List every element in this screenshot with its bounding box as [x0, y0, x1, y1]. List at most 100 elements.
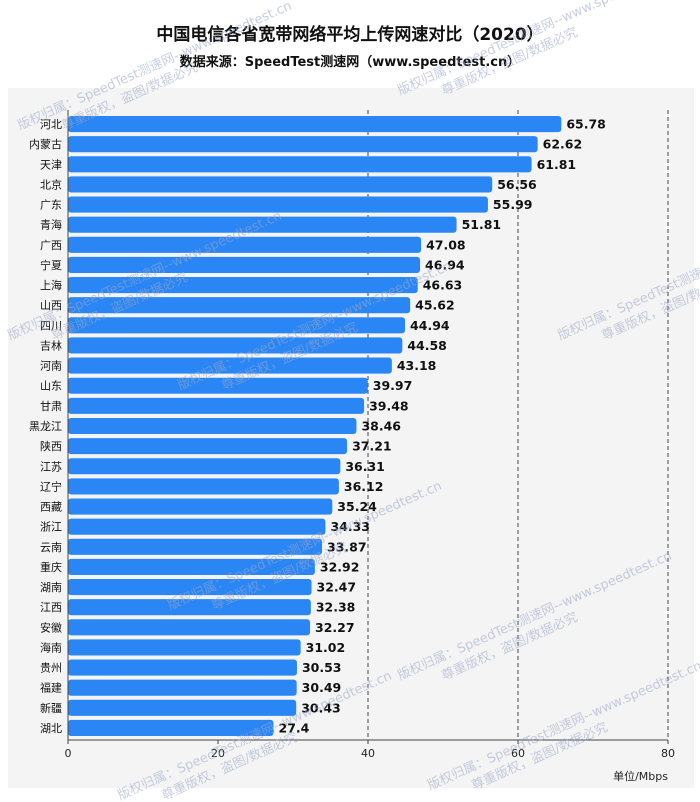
- x-tick-label: 60: [511, 747, 525, 760]
- category-label: 河北: [40, 118, 62, 131]
- category-label: 西藏: [40, 501, 62, 514]
- bar: [68, 357, 392, 374]
- bars: 河北 65.78 内蒙古 62.62 天津 61.81 北京 56.56 广东 55.99 青海 51…: [29, 116, 606, 736]
- value-label: 38.46: [361, 419, 401, 434]
- bar: [68, 518, 326, 535]
- category-label: 河南: [40, 360, 62, 373]
- category-label: 重庆: [40, 560, 62, 574]
- bar: [68, 438, 348, 455]
- bar: [68, 679, 297, 696]
- category-label: 云南: [40, 541, 62, 554]
- category-label: 青海: [40, 218, 62, 232]
- value-label: 51.81: [462, 217, 502, 232]
- bar: [68, 619, 311, 636]
- value-label: 55.99: [493, 197, 533, 212]
- value-label: 32.27: [315, 620, 355, 635]
- value-label: 62.62: [543, 137, 583, 152]
- category-label: 甘肃: [40, 400, 62, 413]
- value-label: 32.92: [320, 559, 360, 574]
- bar: [68, 659, 297, 676]
- value-label: 31.02: [306, 640, 346, 655]
- value-label: 33.87: [327, 539, 367, 554]
- value-label: 65.78: [566, 117, 606, 132]
- category-label: 黑龙江: [29, 420, 62, 433]
- bar: [68, 498, 333, 515]
- chart-subtitle: 数据来源：SpeedTest测速网（www.speedtest.cn）: [180, 54, 521, 70]
- category-label: 贵州: [40, 662, 62, 675]
- bar: [68, 397, 365, 414]
- bar: [68, 458, 341, 475]
- value-label: 43.18: [397, 358, 437, 373]
- value-label: 61.81: [537, 157, 577, 172]
- x-axis: 0 20 40 60 80: [65, 110, 675, 760]
- value-label: 46.94: [425, 257, 465, 272]
- bar: [68, 277, 418, 294]
- value-label: 32.47: [317, 580, 357, 595]
- category-label: 海南: [40, 640, 62, 654]
- category-label: 山东: [40, 380, 62, 393]
- bar: [68, 337, 403, 354]
- chart-title: 中国电信各省宽带网络平均上传网速对比（2020）: [156, 24, 543, 45]
- unit-label: 单位/Mbps: [613, 769, 668, 783]
- value-label: 56.56: [497, 177, 537, 192]
- bar: [68, 297, 411, 314]
- value-label: 37.21: [352, 439, 392, 454]
- bar: [68, 599, 311, 616]
- category-label: 内蒙古: [29, 137, 62, 151]
- value-label: 34.33: [330, 519, 370, 534]
- bar: [68, 236, 422, 253]
- bar: [68, 256, 421, 274]
- category-label: 四川: [40, 319, 62, 332]
- category-label: 湖南: [40, 581, 62, 594]
- category-label: 北京: [40, 177, 62, 191]
- bar: [68, 558, 315, 575]
- value-label: 36.12: [344, 479, 384, 494]
- category-label: 新疆: [40, 701, 62, 715]
- category-label: 辽宁: [40, 479, 62, 493]
- bar: [68, 216, 457, 233]
- bar: [68, 156, 532, 173]
- category-label: 安徽: [40, 620, 62, 634]
- x-tick-label: 0: [65, 747, 72, 760]
- category-label: 浙江: [40, 521, 62, 534]
- value-label: 36.31: [345, 459, 385, 474]
- bar: [68, 417, 357, 435]
- category-label: 山西: [40, 299, 62, 312]
- category-label: 吉林: [40, 338, 62, 352]
- x-tick-label: 20: [211, 747, 225, 760]
- value-label: 35.24: [337, 499, 377, 514]
- value-label: 39.48: [369, 398, 409, 413]
- bar: [68, 538, 323, 555]
- value-label: 44.94: [410, 318, 450, 333]
- value-label: 30.49: [302, 680, 342, 695]
- value-label: 45.62: [415, 298, 455, 313]
- category-label: 天津: [40, 158, 62, 171]
- bar: [68, 317, 406, 334]
- category-label: 宁夏: [40, 258, 62, 272]
- grid-lines: [367, 110, 669, 740]
- bar: [68, 699, 297, 716]
- value-label: 44.58: [407, 338, 447, 353]
- category-label: 广西: [40, 239, 62, 252]
- bar: [68, 196, 488, 213]
- value-label: 27.4: [279, 720, 310, 735]
- bar: [68, 176, 493, 193]
- bar: [68, 136, 538, 153]
- bar: [68, 116, 562, 133]
- category-label: 福建: [40, 681, 62, 695]
- bar: [68, 377, 368, 394]
- value-label: 47.08: [426, 237, 466, 252]
- value-label: 39.97: [373, 378, 413, 393]
- category-label: 广东: [40, 199, 62, 212]
- value-label: 30.53: [302, 660, 342, 675]
- bar: [68, 719, 274, 736]
- x-tick-label: 40: [361, 747, 375, 760]
- category-label: 陕西: [40, 439, 62, 453]
- bar: [68, 578, 312, 596]
- value-label: 32.38: [316, 600, 356, 615]
- category-label: 江苏: [40, 460, 62, 473]
- x-tick-label: 80: [661, 747, 675, 760]
- bar: [68, 639, 301, 656]
- value-label: 46.63: [423, 278, 463, 293]
